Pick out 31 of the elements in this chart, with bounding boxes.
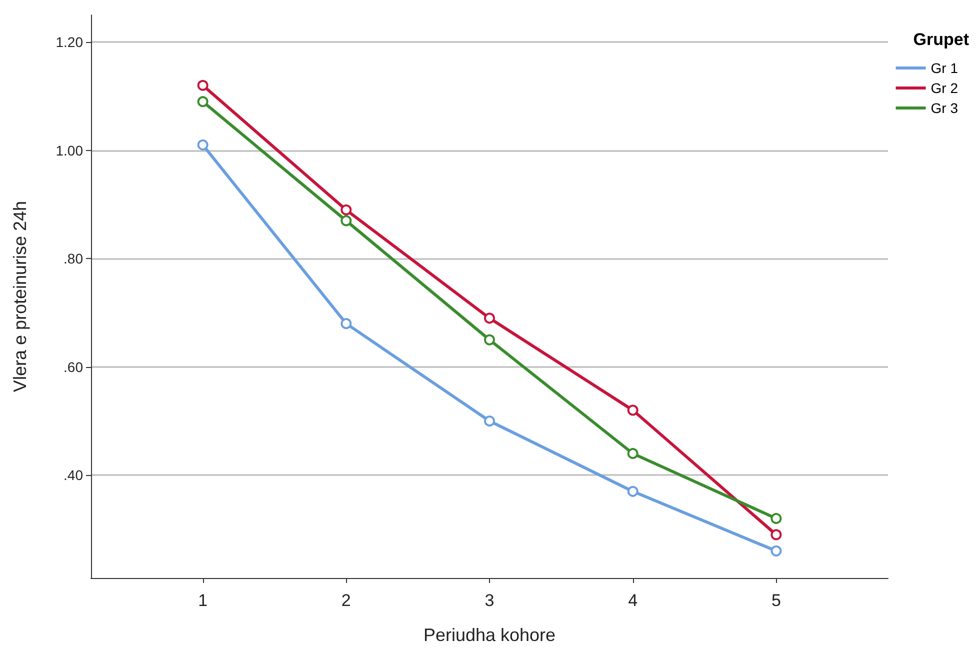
point bbox=[627, 448, 638, 459]
x-tick-label: 4 bbox=[628, 591, 638, 610]
point bbox=[484, 334, 495, 346]
point bbox=[484, 312, 495, 324]
x-tick-label: 1 bbox=[198, 591, 208, 610]
point bbox=[340, 204, 352, 216]
legend-title: Grupet bbox=[913, 30, 970, 49]
point bbox=[197, 80, 208, 91]
point bbox=[340, 215, 352, 226]
y-axis-title: Vlera e proteinurise 24h bbox=[10, 200, 30, 392]
point bbox=[197, 139, 208, 150]
point bbox=[627, 486, 638, 497]
y-tick-label: .80 bbox=[64, 250, 84, 267]
x-tick-label: 5 bbox=[771, 591, 781, 610]
y-tick-label: 1.00 bbox=[56, 142, 84, 158]
point bbox=[197, 96, 208, 108]
point bbox=[770, 545, 782, 556]
point bbox=[340, 318, 352, 330]
x-axis-title: Periudha kohore bbox=[423, 625, 556, 645]
y-tick-label: .40 bbox=[64, 467, 84, 484]
point bbox=[627, 404, 638, 416]
point bbox=[770, 529, 782, 540]
x-tick-label: 2 bbox=[341, 591, 351, 610]
legend-label: Gr 1 bbox=[930, 60, 958, 76]
legend-label: Gr 3 bbox=[930, 100, 958, 116]
point bbox=[484, 416, 495, 427]
x-tick-label: 3 bbox=[484, 591, 494, 610]
point bbox=[770, 512, 782, 524]
y-tick-label: .60 bbox=[64, 358, 84, 375]
legend-label: Gr 2 bbox=[930, 80, 958, 96]
y-tick-label: 1.20 bbox=[56, 34, 84, 50]
